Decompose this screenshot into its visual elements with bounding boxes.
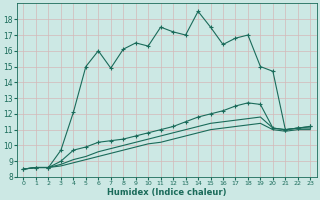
X-axis label: Humidex (Indice chaleur): Humidex (Indice chaleur) xyxy=(107,188,227,197)
